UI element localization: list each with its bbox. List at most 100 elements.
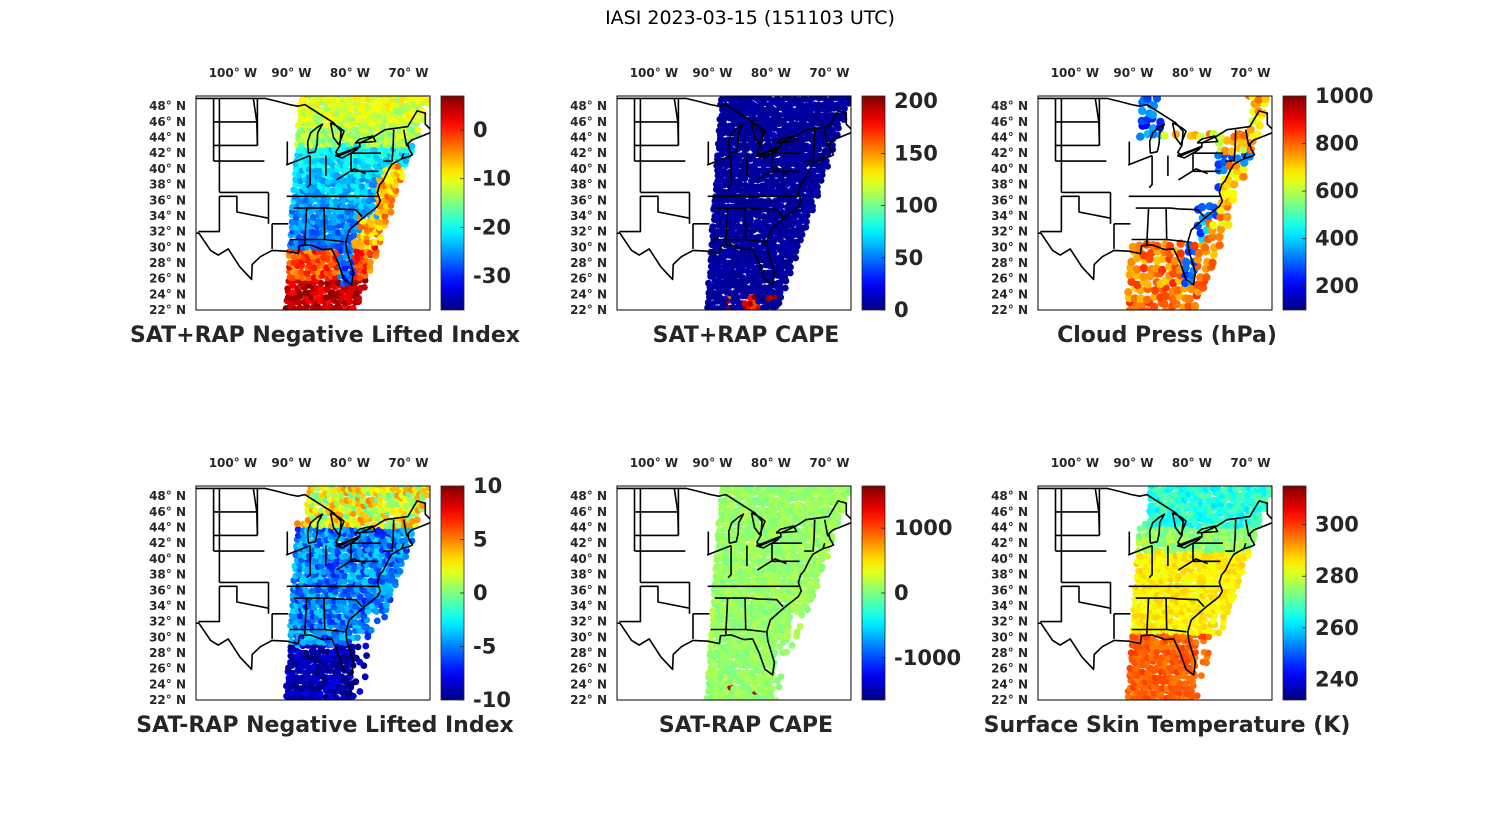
data-point — [754, 116, 761, 123]
lat-tick-label: 22° N — [149, 693, 186, 707]
data-point — [356, 593, 364, 601]
data-point — [731, 486, 738, 489]
data-point — [317, 285, 325, 292]
data-point — [773, 486, 775, 487]
data-point — [726, 659, 734, 667]
colorbar-tick-label: -10 — [473, 688, 511, 712]
data-point — [366, 96, 369, 97]
data-point — [1208, 258, 1217, 267]
subplot-title: SAT-RAP CAPE — [659, 713, 833, 738]
data-point — [402, 486, 410, 493]
data-point — [297, 142, 305, 149]
lon-tick-label: 100° W — [630, 456, 678, 470]
state-boundary — [619, 196, 642, 233]
state-boundary — [402, 129, 409, 147]
data-point — [316, 623, 324, 631]
chart-panel: 100° W 90° W 80° W 70° W48° N46° N44° N42° … — [130, 66, 520, 348]
data-point — [1223, 212, 1232, 222]
figure-title: IASI 2023-03-15 (151103 UTC) — [605, 7, 895, 29]
data-point — [729, 121, 737, 129]
data-point — [1192, 639, 1200, 646]
data-point — [1200, 243, 1210, 252]
lat-tick-label: 40° N — [149, 552, 186, 566]
chart-panel: 100° W 90° W 80° W 70° W48° N46° N44° N42° … — [984, 456, 1359, 738]
data-point — [746, 516, 754, 524]
data-point — [1188, 693, 1196, 700]
data-point — [300, 639, 307, 646]
data-point — [359, 497, 367, 504]
data-point — [774, 96, 781, 99]
data-point — [1177, 665, 1184, 672]
data-point — [756, 290, 763, 298]
data-point — [1216, 224, 1226, 234]
state-boundary — [335, 558, 366, 571]
colorbar-tick-label: 5 — [473, 528, 488, 552]
lat-tick-label: 26° N — [991, 272, 1028, 286]
data-point — [290, 305, 298, 310]
colorbar-tick-label: 0 — [894, 581, 909, 605]
data-point — [1186, 675, 1193, 682]
data-point — [315, 586, 322, 594]
data-point — [1150, 286, 1160, 295]
data-point — [721, 112, 729, 119]
data-point — [351, 562, 359, 570]
state-boundary — [285, 154, 311, 166]
data-point — [793, 96, 797, 97]
data-point — [331, 89, 338, 96]
data-point — [752, 608, 759, 615]
data-point — [1215, 241, 1224, 250]
data-point — [777, 224, 784, 232]
data-point — [321, 303, 329, 310]
data-point — [771, 116, 778, 123]
state-boundary — [1233, 129, 1237, 162]
data-point — [715, 127, 723, 135]
data-point — [791, 197, 799, 205]
data-point — [413, 116, 421, 124]
data-point — [338, 505, 345, 513]
lake-outline — [755, 145, 782, 159]
data-point — [841, 479, 848, 486]
data-point — [1158, 254, 1167, 264]
state-boundary — [673, 98, 680, 146]
lat-tick-label: 38° N — [149, 178, 186, 192]
map-frame — [1037, 95, 1273, 311]
data-point — [1149, 302, 1159, 310]
data-point — [1143, 307, 1152, 310]
data-point — [372, 102, 380, 109]
data-point — [772, 178, 780, 186]
data-point — [339, 89, 346, 96]
data-point — [372, 506, 379, 514]
data-point — [792, 247, 800, 255]
data-point — [290, 253, 298, 261]
data-point — [366, 258, 374, 266]
data-point — [383, 601, 390, 609]
data-point — [1149, 310, 1157, 318]
data-point — [713, 563, 721, 570]
data-point — [705, 311, 712, 318]
data-point — [338, 558, 346, 565]
lon-tick-label: 100° W — [209, 456, 257, 470]
data-point — [748, 542, 755, 550]
data-point — [777, 278, 784, 286]
data-point — [1142, 684, 1149, 691]
data-point — [784, 623, 792, 631]
data-point — [1239, 165, 1248, 174]
data-point — [829, 141, 836, 149]
data-point — [758, 249, 765, 257]
data-point — [765, 137, 772, 144]
chart-panel: 100° W 90° W 80° W 70° W48° N46° N44° N42° … — [991, 66, 1373, 348]
data-point — [387, 486, 394, 489]
data-point — [1161, 291, 1171, 301]
data-point — [376, 117, 384, 124]
data-point — [363, 652, 370, 659]
data-point — [823, 97, 831, 104]
data-point — [781, 284, 789, 292]
data-point — [801, 96, 806, 97]
lat-tick-label: 38° N — [570, 568, 607, 582]
data-point — [1127, 649, 1135, 657]
data-point — [376, 495, 384, 503]
lat-tick-label: 32° N — [570, 615, 607, 629]
data-point — [300, 106, 308, 114]
data-point — [334, 229, 342, 237]
data-point — [724, 588, 731, 596]
